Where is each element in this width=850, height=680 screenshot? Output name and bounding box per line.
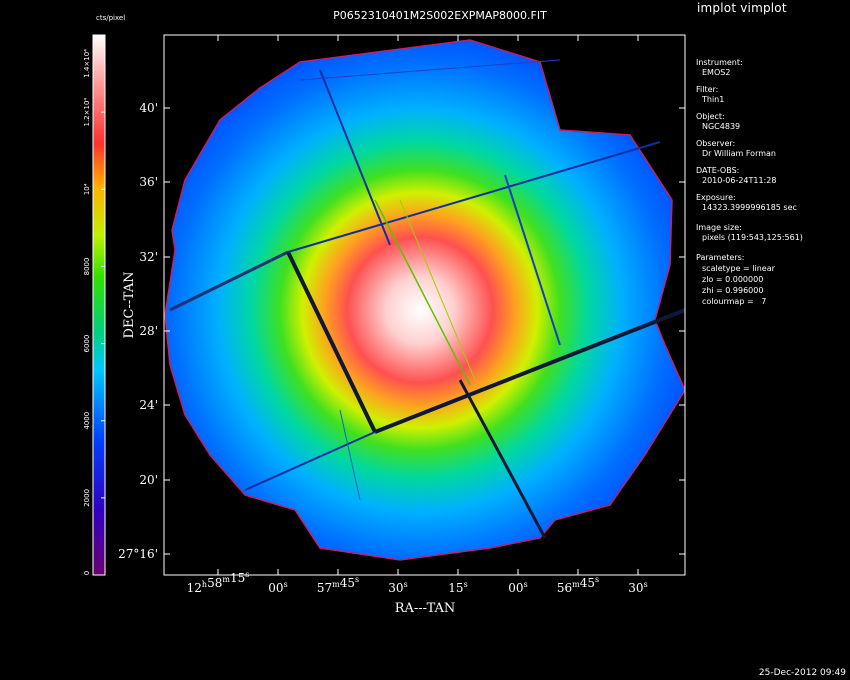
y-tick-label: 36' (139, 175, 158, 189)
meta-value: 2010-06-24T11:28 (702, 176, 777, 185)
colorbar-unit-label: cts/pixel (96, 14, 125, 22)
parameters-heading: Parameters: (696, 253, 745, 262)
parameter-line: scaletype = linear (702, 264, 775, 273)
exposure-map-image (164, 39, 685, 561)
timestamp: 25-Dec-2012 09:49 (758, 668, 846, 678)
meta-key: Exposure: (696, 193, 736, 202)
x-tick-label: 00s (268, 580, 287, 595)
x-tick-label: 15s (448, 580, 467, 595)
meta-value: EMOS2 (702, 68, 731, 77)
colorbar-tick-label: 1.2×10⁴ (83, 98, 91, 127)
colorbar-tick-label: 4000 (83, 412, 91, 430)
y-tick-label: 20' (139, 473, 158, 487)
x-tick-label: 30s (628, 580, 647, 595)
y-axis-ticks: 40' 36' 32' 28' 24' 20' 27°16' (118, 101, 685, 561)
y-tick-label: 24' (139, 398, 158, 412)
meta-key: Instrument: (696, 58, 743, 67)
x-tick-label: 12h58m15s (187, 570, 250, 595)
meta-group: Instrument: EMOS2 (696, 58, 846, 78)
observation-metadata: Instrument: EMOS2 Filter: Thin1 Object: NGC48… (696, 58, 846, 314)
y-axis-label: DEC--TAN (122, 272, 137, 339)
meta-group: Observer: Dr William Forman (696, 139, 846, 159)
meta-key: DATE-OBS: (696, 166, 740, 175)
x-tick-label: 56m45s (557, 575, 599, 595)
parameter-line: zhi = 0.996000 (702, 286, 764, 295)
meta-group: Exposure: 14323.3999996185 sec (696, 193, 846, 213)
x-axis-label: RA---TAN (395, 601, 456, 616)
meta-key: Observer: (696, 139, 736, 148)
meta-key: Filter: (696, 85, 719, 94)
parameter-line: zlo = 0.000000 (702, 275, 764, 284)
colorbar-tick-label: 8000 (83, 258, 91, 276)
colorbar-ticks: 0 2000 4000 6000 8000 10⁴ 1.2×10⁴ 1.4×10⁴ cts/pi… (83, 14, 125, 576)
colorbar-tick-label: 1.4×10⁴ (83, 49, 91, 78)
parameter-line: colourmap = 7 (702, 297, 767, 306)
app-title: implot vimplot (697, 1, 787, 15)
x-axis-ticks: 12h58m15s 00s 57m45s 30s 15s 00s 56m45s 30s (187, 35, 648, 595)
colorbar-tick-label: 6000 (83, 335, 91, 353)
x-tick-label: 57m45s (317, 575, 359, 595)
y-tick-label: 28' (139, 324, 158, 338)
y-tick-label: 27°16' (118, 547, 158, 561)
parameters-group: Parameters: scaletype = linear zlo = 0.000… (696, 253, 846, 307)
colorbar-tick-label: 0 (83, 571, 91, 575)
plot-frame (163, 34, 686, 576)
plot-title: P0652310401M2S002EXPMAP8000.FIT (333, 9, 547, 22)
meta-group: Image size: pixels (119:543,125:561) (696, 223, 846, 243)
meta-value: pixels (119:543,125:561) (702, 233, 803, 242)
x-tick-label: 00s (508, 580, 527, 595)
meta-key: Image size: (696, 223, 742, 232)
meta-value: Thin1 (702, 95, 725, 104)
meta-group: DATE-OBS: 2010-06-24T11:28 (696, 166, 846, 186)
colorbar-tick-label: 2000 (83, 489, 91, 507)
y-tick-label: 40' (139, 101, 158, 115)
meta-key: Object: (696, 112, 725, 121)
colorbar-tick-label: 10⁴ (83, 183, 91, 195)
meta-value: Dr William Forman (702, 149, 776, 158)
meta-group: Filter: Thin1 (696, 85, 846, 105)
y-tick-label: 32' (139, 250, 158, 264)
x-tick-label: 30s (388, 580, 407, 595)
meta-value: 14323.3999996185 sec (702, 203, 797, 212)
colorbar (92, 34, 106, 576)
meta-group: Object: NGC4839 (696, 112, 846, 132)
meta-value: NGC4839 (702, 122, 741, 131)
